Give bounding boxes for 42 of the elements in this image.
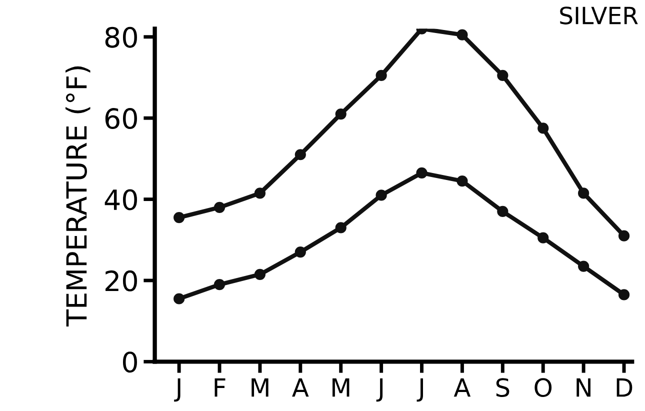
x-tick-label: M <box>332 378 350 397</box>
point <box>254 188 266 199</box>
point <box>214 202 226 213</box>
point <box>174 293 185 304</box>
point <box>578 260 590 272</box>
x-tick-label: M <box>252 378 268 397</box>
point <box>416 167 428 178</box>
point <box>376 190 387 201</box>
point <box>294 246 306 258</box>
y-tick-label: 80 <box>105 26 137 48</box>
point <box>538 122 549 134</box>
x-tick-label: A <box>454 378 471 397</box>
point <box>578 188 590 199</box>
x-tick-label: O <box>534 378 552 398</box>
x-tick-label: J <box>416 378 423 402</box>
point <box>497 206 508 218</box>
x-tick-label: A <box>292 378 309 397</box>
x-tick-label: J <box>376 378 383 402</box>
point <box>618 289 630 300</box>
point <box>335 222 346 234</box>
x-tick-label: N <box>576 378 590 397</box>
point <box>214 278 226 290</box>
y-tick-label: 20 <box>106 270 137 292</box>
point <box>456 175 468 187</box>
chart-title: SILVER <box>560 6 638 24</box>
point <box>618 230 630 242</box>
point <box>335 108 346 120</box>
point <box>538 232 549 244</box>
y-tick-label: 40 <box>104 189 137 210</box>
y-axis-title: TEMPERATURE (°F) <box>66 66 90 326</box>
y-tick-label: 0 <box>122 352 137 373</box>
point <box>294 149 306 160</box>
x-tick-label: D <box>616 378 632 397</box>
y-tick-label: 60 <box>105 108 137 130</box>
point <box>497 70 508 82</box>
x-tick-label: J <box>174 378 180 402</box>
x-tick-label: F <box>214 378 226 397</box>
x-tick-label: S <box>496 378 510 398</box>
point <box>456 29 468 40</box>
point <box>376 70 387 82</box>
point <box>254 268 266 280</box>
point <box>174 212 185 224</box>
